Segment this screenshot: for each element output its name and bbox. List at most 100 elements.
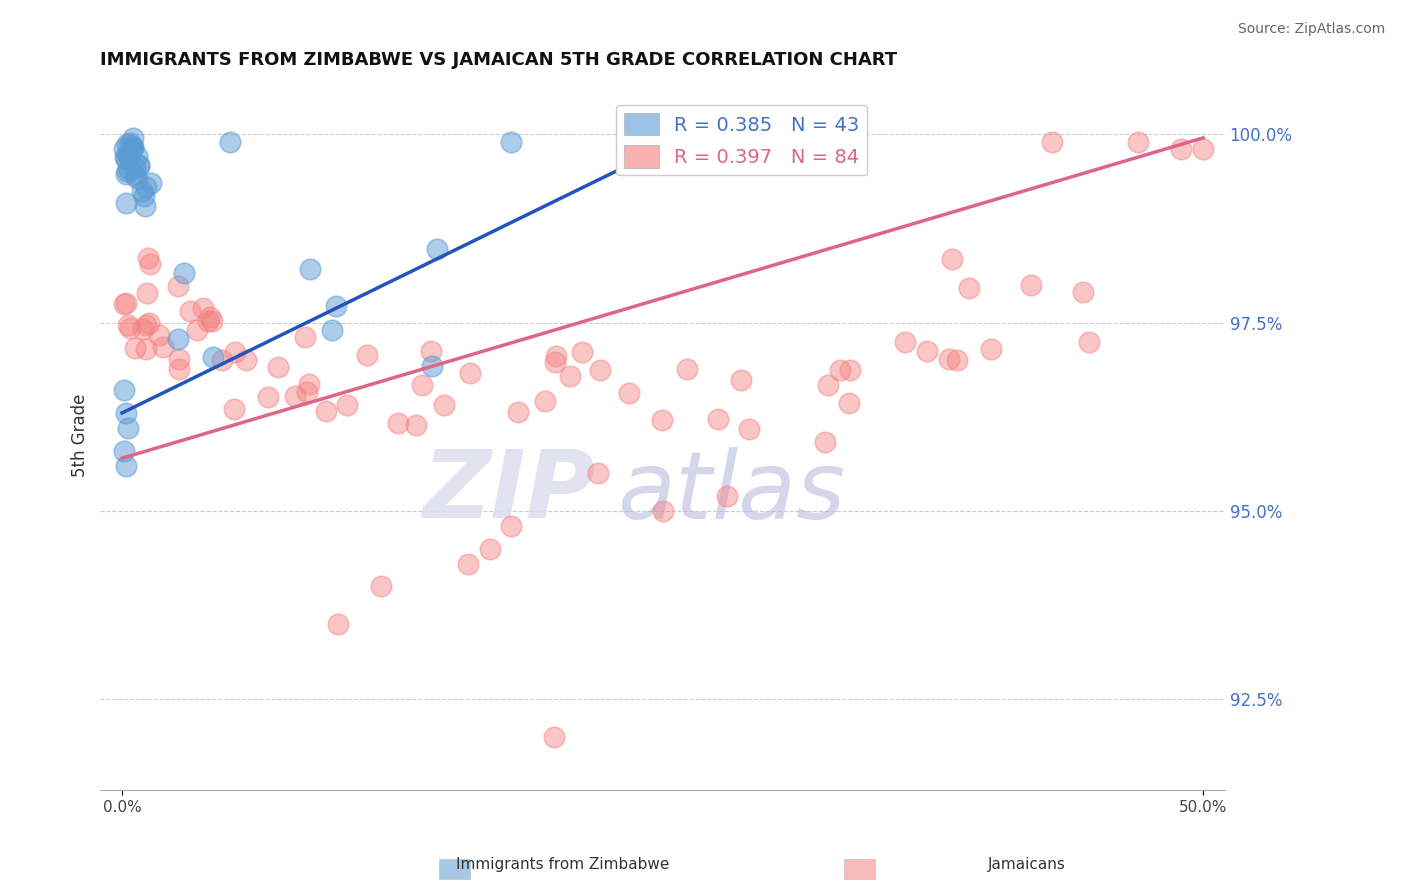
Point xyxy=(957,280,980,294)
Point xyxy=(256,390,278,404)
Point xyxy=(501,519,523,533)
Point xyxy=(738,422,761,436)
Point xyxy=(458,366,481,380)
Text: atlas: atlas xyxy=(617,447,846,538)
Point xyxy=(122,131,145,145)
Point xyxy=(730,373,752,387)
Point xyxy=(191,301,214,316)
Point xyxy=(224,344,246,359)
Point xyxy=(167,332,190,346)
Point xyxy=(121,138,143,153)
Point xyxy=(1192,142,1215,156)
Text: ZIP: ZIP xyxy=(422,446,595,538)
Point xyxy=(501,135,523,149)
Point xyxy=(202,350,225,364)
Point xyxy=(387,416,409,430)
Point xyxy=(128,158,150,172)
Point xyxy=(405,418,427,433)
Point xyxy=(544,354,567,368)
Point xyxy=(135,180,157,194)
Point xyxy=(122,141,145,155)
Point xyxy=(152,340,174,354)
Point xyxy=(419,343,441,358)
Point xyxy=(571,345,593,359)
Point xyxy=(266,359,288,374)
Point xyxy=(135,342,157,356)
Point xyxy=(186,323,208,337)
Point xyxy=(817,378,839,392)
Point xyxy=(546,349,568,363)
Point xyxy=(132,189,155,203)
Point xyxy=(356,348,378,362)
Text: Immigrants from Zimbabwe: Immigrants from Zimbabwe xyxy=(456,857,669,872)
Point xyxy=(198,310,221,324)
Point xyxy=(1128,135,1150,149)
Point xyxy=(814,435,837,450)
Point xyxy=(117,161,139,176)
Point xyxy=(128,159,150,173)
Point xyxy=(433,398,456,412)
Point xyxy=(370,579,392,593)
Point xyxy=(127,170,149,185)
Point xyxy=(120,321,142,335)
Point xyxy=(586,467,609,481)
Point xyxy=(838,362,860,376)
Point xyxy=(706,412,728,426)
Point xyxy=(533,393,555,408)
Point xyxy=(336,398,359,412)
Point xyxy=(1040,135,1063,149)
Point xyxy=(222,402,245,417)
Point xyxy=(167,279,190,293)
Point xyxy=(651,413,673,427)
Point xyxy=(284,389,307,403)
Point xyxy=(115,136,138,151)
Point xyxy=(117,421,139,435)
Point xyxy=(115,164,138,178)
Point xyxy=(124,161,146,175)
Point xyxy=(426,242,449,256)
Y-axis label: 5th Grade: 5th Grade xyxy=(72,394,89,477)
Point xyxy=(112,384,135,398)
Point xyxy=(115,406,138,420)
Text: Jamaicans: Jamaicans xyxy=(987,857,1066,872)
Point xyxy=(201,314,224,328)
Point xyxy=(938,352,960,367)
Point xyxy=(135,318,157,332)
Point xyxy=(716,489,738,503)
Point xyxy=(114,142,136,156)
Point xyxy=(169,361,191,376)
Point xyxy=(420,359,443,373)
Point xyxy=(173,266,195,280)
Point xyxy=(134,199,156,213)
Point xyxy=(114,150,136,164)
Point xyxy=(295,385,318,400)
Point xyxy=(478,541,501,556)
Point xyxy=(118,150,141,164)
Point xyxy=(828,362,851,376)
Point xyxy=(457,557,479,571)
Point xyxy=(298,376,321,391)
Point xyxy=(138,316,160,330)
Point xyxy=(120,142,142,156)
Point xyxy=(115,458,138,473)
Legend: R = 0.385   N = 43, R = 0.397   N = 84: R = 0.385 N = 43, R = 0.397 N = 84 xyxy=(616,105,868,176)
Point xyxy=(588,363,610,377)
Point xyxy=(148,327,170,342)
Text: Source: ZipAtlas.com: Source: ZipAtlas.com xyxy=(1237,22,1385,37)
Point xyxy=(617,386,640,401)
Point xyxy=(676,362,699,376)
Point xyxy=(321,322,343,336)
Point xyxy=(112,443,135,458)
Point xyxy=(328,617,350,632)
Point xyxy=(915,343,938,358)
Point xyxy=(211,352,233,367)
Text: IMMIGRANTS FROM ZIMBABWE VS JAMAICAN 5TH GRADE CORRELATION CHART: IMMIGRANTS FROM ZIMBABWE VS JAMAICAN 5TH… xyxy=(100,51,897,69)
Point xyxy=(411,378,433,392)
Point xyxy=(294,330,316,344)
Point xyxy=(651,504,673,518)
Point xyxy=(179,304,201,318)
Point xyxy=(558,368,581,383)
Point xyxy=(122,140,145,154)
Point xyxy=(139,257,162,271)
Point xyxy=(117,147,139,161)
